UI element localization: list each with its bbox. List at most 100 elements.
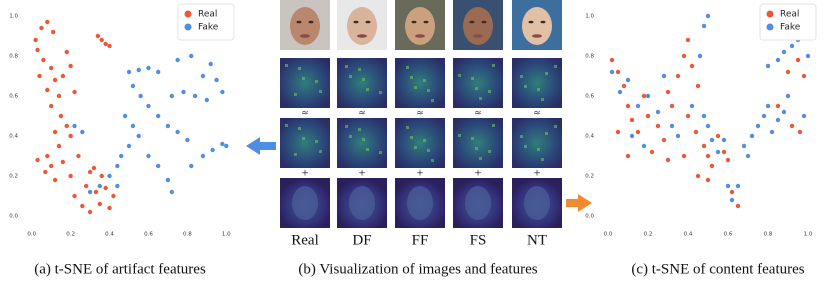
- feature-speck: [479, 157, 482, 160]
- feature-map: [512, 118, 562, 168]
- feature-map: [453, 118, 503, 168]
- feature-speck: [492, 64, 495, 67]
- scatter-point: [769, 129, 775, 135]
- feature-speck: [431, 159, 434, 162]
- legend-label: Fake: [198, 23, 219, 33]
- scatter-point: [617, 89, 623, 95]
- scatter-point: [705, 153, 711, 159]
- feature-speck: [315, 80, 318, 83]
- y-tick-label: 0.4: [585, 134, 594, 140]
- scatter-point: [681, 153, 687, 159]
- column-label: DF: [352, 232, 371, 248]
- scatter-point: [208, 61, 213, 67]
- scatter-point: [48, 103, 54, 109]
- scatter-point: [725, 183, 731, 189]
- scatter-point: [165, 177, 171, 183]
- legend-marker: [766, 23, 774, 31]
- scatter-point: [107, 43, 112, 49]
- scatter-point: [801, 73, 807, 79]
- y-tick-label: 0.0: [585, 214, 594, 220]
- plus-symbol: +: [474, 169, 482, 179]
- feature-speck: [406, 126, 409, 129]
- scatter-point: [200, 73, 206, 79]
- scatter-point: [621, 83, 627, 89]
- scatter-point: [695, 173, 701, 179]
- face: [522, 7, 552, 45]
- scatter-point: [701, 143, 707, 149]
- scatter-point: [729, 189, 735, 195]
- scatter-point: [681, 53, 687, 59]
- feature-map: [337, 58, 387, 108]
- feature-speck: [349, 75, 352, 78]
- scatter-point: [689, 103, 695, 109]
- scatter-point: [709, 137, 715, 143]
- y-tick-label: 0.6: [9, 94, 18, 100]
- scatter-point: [705, 177, 711, 183]
- scatter-point: [146, 103, 151, 109]
- feature-speck: [362, 78, 365, 81]
- feature-speck: [537, 148, 540, 151]
- eye: [528, 20, 534, 24]
- plus-symbol: +: [301, 169, 309, 179]
- scatter-point: [220, 89, 225, 95]
- scatter-point: [615, 69, 621, 75]
- approx-symbol: ≈: [474, 109, 482, 119]
- scatter-point: [169, 93, 174, 99]
- scatter-point: [169, 189, 174, 195]
- scatter-point: [701, 113, 707, 119]
- scatter-point: [709, 163, 715, 169]
- scatter-point: [165, 123, 171, 129]
- feature-speck: [423, 79, 426, 82]
- scatter-point: [126, 69, 132, 75]
- scatter-point: [715, 133, 721, 139]
- scatter-point: [64, 123, 69, 129]
- scatter-point: [701, 23, 707, 29]
- scatter-point: [107, 173, 112, 179]
- scatter-point: [93, 189, 99, 195]
- scatter-point: [136, 133, 141, 139]
- scatter-point: [99, 173, 104, 179]
- scatter-point: [661, 137, 667, 143]
- scatter-point: [45, 153, 50, 159]
- feature-speck: [319, 150, 322, 153]
- scatter-point: [625, 103, 631, 109]
- scatter-point: [35, 47, 40, 53]
- content-face: [292, 186, 318, 220]
- legend-marker: [184, 23, 192, 31]
- scatter-point: [755, 123, 761, 129]
- feature-map: [337, 118, 387, 168]
- scatter-point: [72, 123, 77, 129]
- scatter-point: [48, 163, 54, 169]
- scatter-point: [155, 163, 161, 169]
- scatter-point: [138, 93, 143, 99]
- scatter-point: [741, 143, 747, 149]
- feature-speck: [554, 125, 557, 128]
- scatter-point: [693, 129, 699, 135]
- scatter-point: [665, 157, 671, 163]
- scatter-point: [649, 149, 655, 155]
- scatter-point: [669, 103, 675, 109]
- feature-speck: [379, 151, 382, 154]
- feature-speck: [362, 138, 365, 141]
- x-tick-label: 1.0: [222, 232, 231, 238]
- feature-speck: [379, 91, 382, 94]
- mouth: [300, 34, 310, 38]
- scatter-point: [729, 197, 735, 203]
- scatter-point: [685, 113, 691, 119]
- scatter-point: [805, 53, 811, 59]
- scatter-point: [155, 113, 161, 119]
- scatter-point: [204, 97, 210, 103]
- mouth: [357, 34, 367, 38]
- scatter-point: [56, 143, 62, 149]
- feature-speck: [458, 134, 461, 137]
- scatter-point: [97, 201, 103, 207]
- eye: [481, 20, 487, 24]
- feature-map: [395, 58, 445, 108]
- arrow-left: [246, 137, 276, 155]
- scatter-point: [781, 109, 787, 115]
- scatter-point: [87, 209, 93, 215]
- legend-box: [759, 3, 817, 41]
- feature-speck: [294, 153, 297, 156]
- scatter-point: [749, 133, 755, 139]
